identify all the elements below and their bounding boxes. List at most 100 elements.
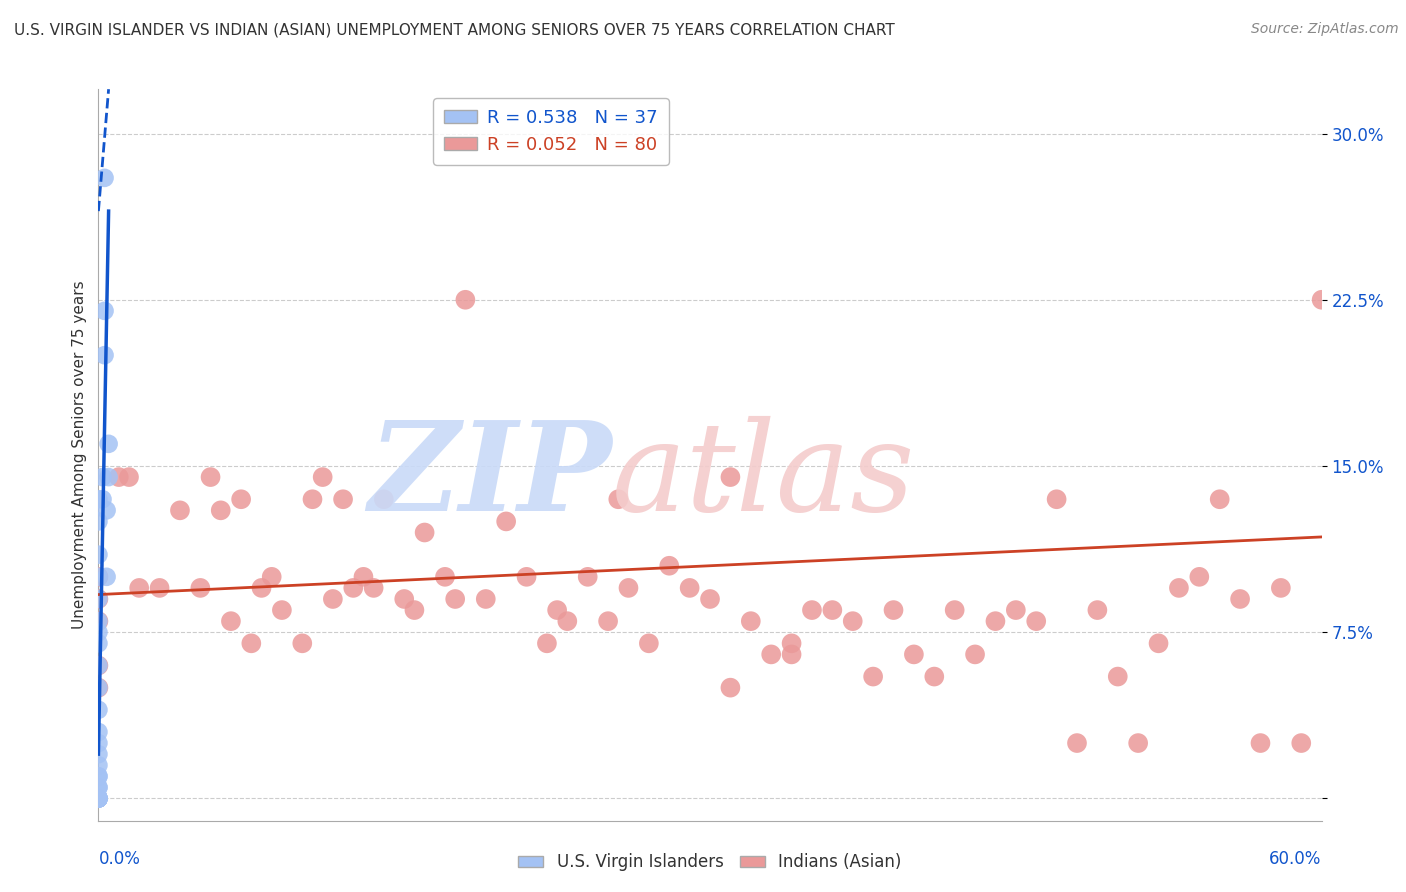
Point [260,570,283,584]
Point [270,603,294,617]
Point [1045,492,1069,507]
Point [87,780,110,795]
Point [87,736,110,750]
Point [1209,492,1232,507]
Point [617,581,640,595]
Point [87,625,110,640]
Point [87,791,110,805]
Point [118,470,141,484]
Point [87,791,110,805]
Text: Source: ZipAtlas.com: Source: ZipAtlas.com [1251,22,1399,37]
Point [943,603,966,617]
Point [607,492,630,507]
Point [342,581,364,595]
Point [821,603,844,617]
Point [188,581,212,595]
Point [87,592,110,607]
Point [495,515,517,529]
Text: ZIP: ZIP [368,416,612,538]
Point [922,669,945,683]
Point [312,470,335,484]
Point [1025,614,1047,628]
Point [862,669,884,683]
Point [93,170,115,185]
Point [392,592,416,607]
Point [444,592,467,607]
Text: 0.0%: 0.0% [98,850,141,868]
Point [87,780,110,795]
Point [658,558,681,573]
Point [87,658,110,673]
Point [1188,570,1211,584]
Text: atlas: atlas [612,416,915,538]
Point [87,636,110,650]
Point [209,503,232,517]
Point [883,603,905,617]
Point [219,614,242,628]
Point [97,470,120,484]
Point [1004,603,1026,617]
Point [149,581,172,595]
Point [801,603,824,617]
Point [1107,669,1129,683]
Point [1270,581,1292,595]
Point [780,636,803,650]
Point [780,648,803,662]
Point [87,791,110,805]
Point [413,525,436,540]
Point [434,570,457,584]
Point [352,570,374,584]
Point [536,636,558,650]
Point [87,614,110,628]
Point [516,570,538,584]
Point [87,769,110,783]
Point [97,437,120,451]
Point [363,581,385,595]
Point [91,492,114,507]
Point [474,592,498,607]
Point [93,348,115,362]
Point [1128,736,1150,750]
Point [1291,736,1313,750]
Point [598,614,620,628]
Point [96,503,118,517]
Point [718,681,742,695]
Point [87,681,110,695]
Point [87,548,110,562]
Point [87,791,110,805]
Legend: U.S. Virgin Islanders, Indians (Asian): U.S. Virgin Islanders, Indians (Asian) [512,847,908,878]
Point [96,570,118,584]
Point [718,470,742,484]
Text: U.S. VIRGIN ISLANDER VS INDIAN (ASIAN) UNEMPLOYMENT AMONG SENIORS OVER 75 YEARS : U.S. VIRGIN ISLANDER VS INDIAN (ASIAN) U… [14,22,894,37]
Point [87,791,110,805]
Point [965,648,987,662]
Point [332,492,354,507]
Y-axis label: Unemployment Among Seniors over 75 years: Unemployment Among Seniors over 75 years [72,281,87,629]
Point [841,614,863,628]
Point [87,515,110,529]
Point [546,603,568,617]
Point [87,681,110,695]
Point [87,570,110,584]
Point [87,747,110,761]
Point [740,614,762,628]
Point [91,470,114,484]
Point [637,636,661,650]
Point [454,293,477,307]
Point [1085,603,1108,617]
Point [301,492,323,507]
Point [1249,736,1271,750]
Point [679,581,702,595]
Point [87,769,110,783]
Point [1167,581,1189,595]
Point [555,614,579,628]
Point [322,592,344,607]
Point [231,492,253,507]
Point [87,758,110,772]
Point [87,703,110,717]
Point [576,570,599,584]
Point [1310,293,1333,307]
Point [291,636,314,650]
Point [87,492,110,507]
Point [87,791,110,805]
